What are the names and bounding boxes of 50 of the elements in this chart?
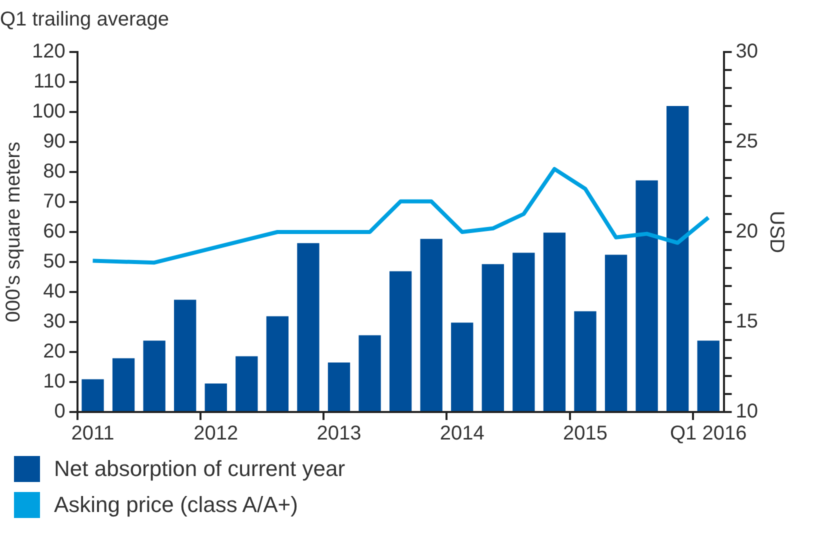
y2-tick-label: 25 [736,130,758,153]
bar [697,340,720,411]
x-tick-label: 2015 [562,422,608,445]
bar [482,264,504,411]
bar [666,106,689,411]
bar [204,384,227,411]
y2-tick-label: 20 [736,220,758,243]
y-tick-label: 20 [43,340,66,363]
bar [143,340,166,411]
chart-title: Q1 trailing average [0,8,169,31]
y2-tick-label: 30 [736,40,758,63]
x-tick-label: 2012 [194,422,238,445]
bar [174,300,196,411]
y-tick-label: 50 [43,250,66,273]
y-tick-label: 70 [43,190,66,213]
x-tick-label: 2013 [316,422,362,445]
bar [266,316,289,411]
bar [512,252,535,411]
x-tick-label: Q1 2016 [670,422,747,445]
bar [82,379,104,411]
y-tick-label: 0 [54,400,66,423]
y-tick-label: 100 [32,100,66,123]
y-tick-label: 120 [32,40,66,63]
y-tick-label: 60 [43,220,66,243]
x-tick-label: 2014 [440,422,484,445]
y-axis-title: 000's square meters [2,142,25,322]
bar [297,243,320,411]
bar [420,238,442,411]
bar [574,311,596,411]
y-tick-label: 10 [43,370,66,393]
legend-label: Asking price (class A/A+) [54,492,298,518]
y2-tick-label: 15 [736,310,758,333]
bar [604,254,628,411]
bar [451,322,474,411]
bar [389,271,412,411]
bar [636,180,658,411]
bar [328,362,350,411]
x-tick-label: 2011 [71,422,114,445]
y-tick-label: 90 [43,130,66,153]
bar [236,356,258,411]
bar [543,232,566,411]
y2-tick-label: 10 [736,400,758,423]
bar [112,358,135,411]
y-tick-label: 30 [43,310,66,333]
bar [358,335,381,411]
y-tick-label: 40 [43,280,66,303]
legend-label: Net absorption of current year [54,456,346,482]
y2-axis-title: USD [765,210,788,254]
y-tick-label: 80 [43,160,66,183]
y-tick-label: 110 [33,70,66,93]
